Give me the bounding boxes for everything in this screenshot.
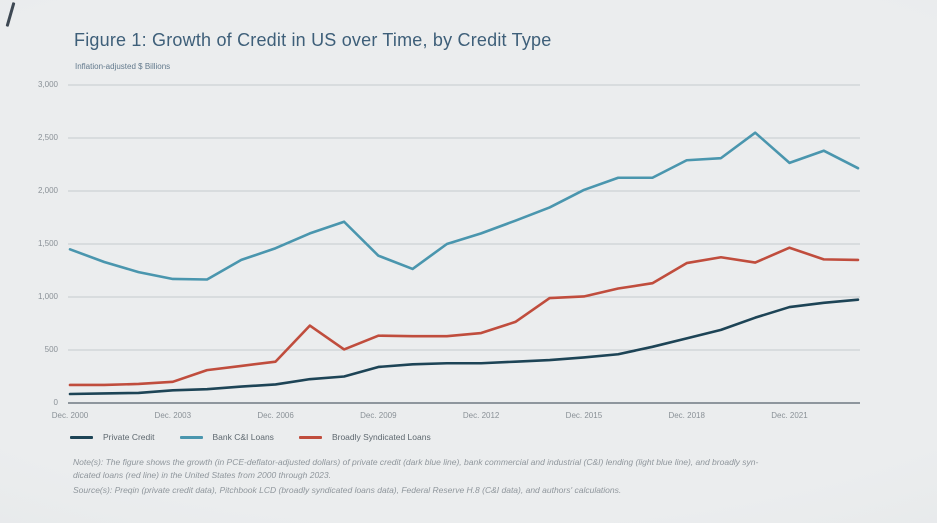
x-tick-label: Dec. 2006: [257, 411, 294, 420]
legend-dash-bank-ci-loans: [179, 435, 203, 439]
y-tick-label: 2,000: [37, 186, 58, 195]
x-tick-label: Dec. 2018: [668, 411, 705, 420]
legend: Private Credit Bank C&I Loans Broadly Sy…: [70, 432, 431, 442]
x-tick-label: Dec. 2021: [771, 411, 808, 420]
series-line-broadly-syndicated-loans: [68, 246, 860, 387]
y-tick-label: 1,500: [37, 239, 58, 248]
y-tick-label: 2,500: [37, 133, 58, 142]
y-tick-label: 3,000: [37, 80, 58, 89]
legend-label-private-credit: Private Credit: [103, 432, 155, 442]
x-tick-label: Dec. 2000: [51, 411, 89, 420]
legend-item-broadly-syndicated-loans: Broadly Syndicated Loans: [298, 432, 431, 442]
legend-item-private-credit: Private Credit: [70, 432, 155, 442]
y-tick-label: 500: [44, 345, 58, 354]
y-tick-label: 0: [53, 398, 58, 407]
y-axis-units-label: Inflation-adjusted $ Billions: [75, 62, 171, 71]
legend-dash-private-credit: [70, 435, 93, 439]
legend-label-broadly-syndicated-loans: Broadly Syndicated Loans: [331, 432, 431, 442]
x-tick-label: Dec. 2003: [154, 411, 192, 420]
note-line-2: dicated loans (red line) in the United S…: [73, 470, 331, 480]
x-tick-label: Dec. 2012: [462, 411, 500, 420]
note-line-1: Note(s): The figure shows the growth (in…: [73, 457, 759, 467]
legend-dash-broadly-syndicated-loans: [298, 435, 322, 439]
x-tick-label: Dec. 2009: [360, 411, 397, 420]
x-tick-label: Dec. 2015: [565, 411, 603, 420]
figure-title: Figure 1: Growth of Credit in US over Ti…: [74, 30, 552, 50]
legend-item-bank-ci-loans: Bank C&I Loans: [179, 432, 274, 442]
series-line-bank-c-i-loans: [68, 131, 860, 281]
legend-label-bank-ci-loans: Bank C&I Loans: [212, 432, 274, 442]
figure-notes: Note(s): The figure shows the growth (in…: [73, 456, 873, 497]
series-line-private-credit: [68, 298, 860, 396]
y-tick-label: 1,000: [37, 292, 58, 301]
source-line: Source(s): Preqin (private credit data),…: [73, 485, 622, 495]
